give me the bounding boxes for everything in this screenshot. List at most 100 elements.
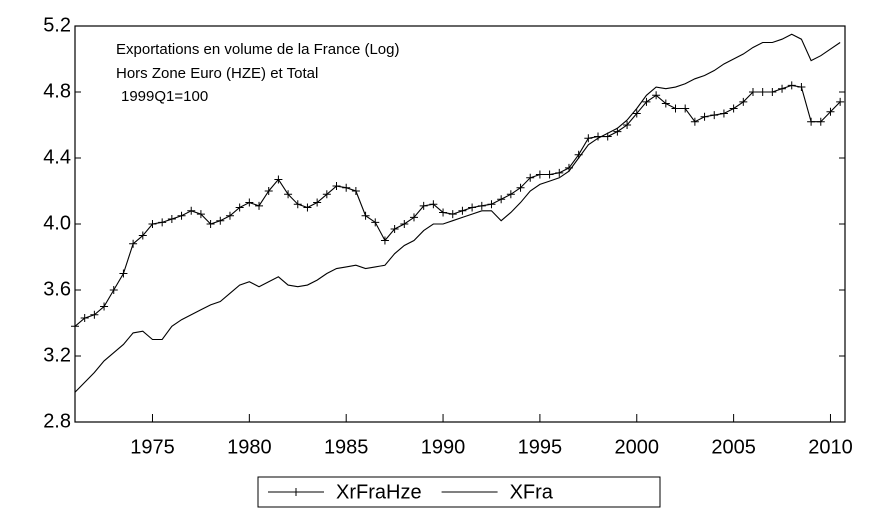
point-marker	[235, 203, 244, 212]
legend-label: XrFraHze	[336, 481, 422, 503]
point-marker	[487, 200, 496, 209]
point-marker	[351, 187, 360, 195]
point-marker	[526, 173, 535, 182]
y-tick-label: 4.0	[43, 212, 71, 234]
point-marker	[255, 201, 264, 210]
point-marker	[196, 210, 205, 219]
point-marker	[778, 84, 787, 93]
x-tick-label: 1985	[324, 436, 369, 458]
point-marker	[497, 195, 506, 204]
y-tick-label: 5.2	[43, 14, 71, 36]
point-marker	[439, 208, 448, 217]
point-marker	[313, 198, 322, 207]
point-marker	[274, 175, 283, 184]
x-tick-label: 1995	[518, 436, 563, 458]
annotation: Exportations en volume de la France (Log…	[116, 41, 399, 58]
point-marker	[225, 211, 234, 220]
point-marker	[293, 200, 302, 209]
point-marker	[768, 88, 777, 96]
y-tick-label: 4.8	[43, 80, 71, 102]
point-marker	[710, 111, 719, 120]
point-marker	[342, 183, 351, 192]
point-marker	[429, 200, 438, 209]
point-marker	[264, 187, 273, 195]
point-marker	[632, 109, 641, 118]
y-tick-label: 4.4	[43, 146, 71, 168]
point-marker	[700, 112, 709, 121]
point-marker	[129, 239, 138, 248]
y-tick-label: 3.6	[43, 278, 71, 300]
point-marker	[400, 220, 409, 228]
point-marker	[167, 215, 176, 224]
point-marker	[506, 190, 515, 199]
point-marker	[216, 216, 225, 225]
legend-marker	[292, 488, 300, 496]
point-marker	[516, 183, 525, 192]
point-marker	[371, 218, 380, 227]
point-marker	[797, 83, 806, 92]
point-marker	[690, 117, 699, 126]
point-marker	[100, 302, 109, 311]
point-marker	[303, 203, 312, 212]
point-marker	[138, 231, 147, 240]
point-marker	[448, 210, 457, 219]
series-line	[74, 33, 841, 393]
point-marker	[613, 127, 622, 136]
y-tick-label: 3.2	[43, 344, 71, 366]
point-marker	[332, 182, 341, 191]
plot-frame	[74, 25, 846, 423]
legend-label: XFra	[510, 481, 554, 503]
point-marker	[584, 134, 593, 143]
point-marker	[545, 170, 554, 179]
point-marker	[787, 81, 796, 90]
point-marker	[758, 88, 767, 96]
point-marker	[177, 211, 186, 220]
x-tick-label: 1990	[421, 436, 466, 458]
point-marker	[390, 224, 399, 233]
point-marker	[836, 97, 845, 106]
point-marker	[148, 220, 157, 228]
annotation: 1999Q1=100	[121, 88, 208, 105]
point-marker	[419, 201, 428, 210]
point-marker	[729, 104, 738, 113]
point-marker	[623, 121, 632, 129]
x-tick-label: 2005	[711, 436, 756, 458]
x-tick-label: 2010	[808, 436, 853, 458]
point-marker	[826, 107, 835, 116]
point-marker	[807, 117, 816, 126]
point-marker	[681, 104, 690, 113]
point-marker	[555, 168, 564, 177]
series-line	[74, 84, 841, 327]
x-tick-label: 1980	[227, 436, 272, 458]
point-marker	[158, 218, 167, 227]
point-marker	[642, 97, 651, 106]
point-marker	[719, 109, 728, 118]
point-marker	[71, 322, 79, 331]
point-marker	[468, 203, 477, 212]
point-marker	[109, 286, 118, 294]
point-marker	[652, 91, 661, 100]
point-marker	[409, 213, 418, 222]
y-tick-label: 2.8	[43, 410, 71, 432]
point-marker	[80, 314, 89, 323]
point-marker	[535, 170, 544, 179]
point-marker	[90, 310, 99, 319]
point-marker	[187, 206, 196, 215]
annotation: Hors Zone Euro (HZE) et Total	[116, 65, 318, 82]
point-marker	[245, 198, 254, 207]
point-marker	[748, 88, 757, 96]
point-marker	[603, 132, 612, 141]
point-marker	[816, 117, 825, 126]
point-marker	[119, 269, 128, 278]
point-marker	[671, 104, 680, 113]
point-marker	[206, 220, 215, 228]
x-tick-label: 2000	[615, 436, 660, 458]
point-marker	[322, 190, 331, 199]
point-marker	[284, 190, 293, 199]
x-tick-label: 1975	[130, 436, 175, 458]
point-marker	[477, 201, 486, 210]
point-marker	[361, 211, 370, 220]
point-marker	[661, 99, 670, 108]
point-marker	[458, 206, 467, 215]
